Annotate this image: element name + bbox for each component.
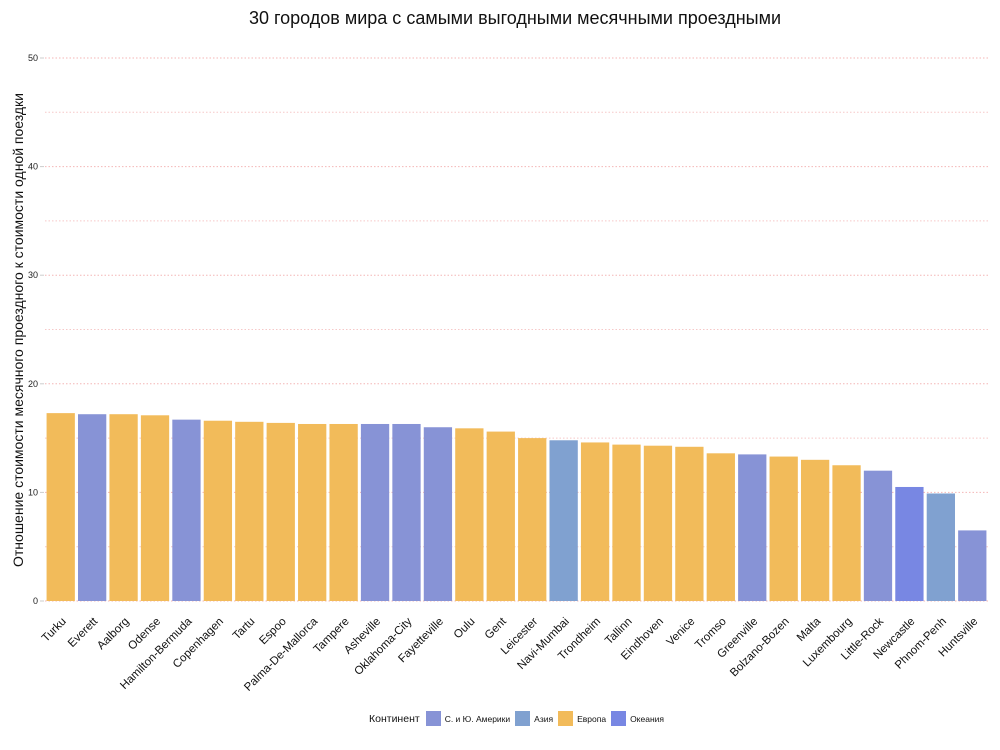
bar-huntsville	[958, 530, 987, 601]
bar-asheville	[360, 423, 390, 601]
bar-espoo	[266, 422, 295, 601]
legend: Континент С. и Ю. Америки Азия Европа Ок…	[369, 711, 669, 726]
y-tick-label: 40	[28, 162, 38, 172]
bar-oklahoma-city	[392, 423, 421, 601]
bar-phnom-penh	[926, 493, 955, 601]
bar-odense	[140, 415, 170, 601]
x-tick-label: Bolzano-Bozen	[728, 616, 792, 680]
y-tick-label: 50	[28, 53, 38, 63]
bar-newcastle	[895, 486, 924, 601]
legend-title: Континент	[369, 712, 420, 725]
x-tick-label: Oulu	[452, 616, 478, 642]
bar-luxembourg	[832, 465, 861, 601]
bar-malta	[800, 459, 830, 601]
bar-tartu	[235, 421, 264, 601]
chart-title: 30 городов мира с самыми выгодными месяч…	[248, 8, 782, 28]
x-tick-label: Gent	[483, 615, 510, 642]
x-tick-label: Tartu	[231, 616, 258, 643]
bar-greenville	[738, 454, 767, 601]
y-axis-ticks: 0 10 20 30 40 50	[28, 53, 44, 606]
bar-palma-de-mallorca	[298, 423, 327, 601]
bar-turku	[46, 413, 75, 601]
legend-item-europe: Европа	[558, 711, 606, 726]
y-tick-label: 30	[28, 270, 38, 280]
bar-oulu	[455, 428, 484, 601]
bar-bolzano-bozen	[769, 456, 798, 601]
legend-item-americas: С. и Ю. Америки	[425, 711, 511, 726]
bar-gent	[486, 431, 515, 601]
bars	[46, 413, 987, 601]
x-tick-label: Aalborg	[95, 616, 132, 653]
x-axis-labels: TurkuEverettAalborgOdenseHamilton-Bermud…	[40, 615, 981, 694]
bar-little-rock	[863, 470, 893, 601]
y-tick-label: 20	[28, 379, 38, 389]
bar-hamilton-bermuda	[172, 419, 201, 601]
legend-item-asia: Азия	[515, 711, 553, 726]
bar-tallinn	[612, 444, 641, 601]
legend-label-oceania: Океания	[630, 713, 664, 724]
legend-swatch-asia	[515, 711, 531, 726]
bar-copenhagen	[203, 420, 233, 601]
bar-everett	[78, 414, 107, 601]
bar-tromso	[706, 453, 735, 601]
legend-label-americas: С. и Ю. Америки	[444, 713, 511, 724]
x-tick-label: Turku	[40, 616, 69, 645]
legend-swatch-oceania	[611, 711, 627, 726]
bar-venice	[675, 446, 704, 601]
legend-swatch-europe	[558, 711, 574, 726]
bar-navi-mumbai	[549, 440, 578, 601]
bar-fayetteville	[423, 427, 453, 601]
bar-eindhoven	[643, 445, 673, 601]
bar-aalborg	[109, 414, 138, 601]
legend-label-asia: Азия	[534, 713, 554, 724]
y-tick-label: 10	[28, 487, 38, 497]
y-tick-label: 0	[33, 596, 38, 606]
bar-tampere	[329, 423, 358, 601]
legend-item-oceania: Океания	[611, 711, 664, 726]
bar-leicester	[518, 438, 547, 601]
legend-label-europe: Европа	[577, 713, 607, 724]
x-tick-label: Malta	[795, 615, 824, 644]
bar-trondheim	[580, 442, 610, 601]
legend-swatch-americas	[425, 711, 441, 726]
